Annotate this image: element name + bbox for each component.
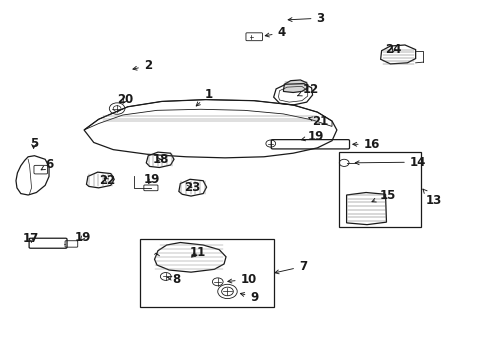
Text: 18: 18 <box>153 153 169 166</box>
Text: 2: 2 <box>133 59 152 72</box>
Text: 10: 10 <box>227 273 256 286</box>
Text: 19: 19 <box>301 130 324 143</box>
Text: 9: 9 <box>240 291 258 304</box>
Text: 24: 24 <box>385 43 401 56</box>
Text: 3: 3 <box>287 12 324 25</box>
Text: 16: 16 <box>352 138 379 151</box>
Text: 15: 15 <box>371 189 395 202</box>
Text: 8: 8 <box>167 273 181 286</box>
Text: 1: 1 <box>196 88 212 106</box>
Text: 4: 4 <box>264 26 285 39</box>
Text: 19: 19 <box>143 173 160 186</box>
Text: 23: 23 <box>183 181 200 194</box>
Text: 6: 6 <box>41 158 53 171</box>
Text: 17: 17 <box>23 232 39 245</box>
Text: 20: 20 <box>117 93 133 106</box>
Text: 19: 19 <box>74 231 90 244</box>
Text: 11: 11 <box>190 246 206 258</box>
Text: 21: 21 <box>308 114 328 127</box>
Text: 7: 7 <box>274 260 306 274</box>
Text: 13: 13 <box>422 189 441 207</box>
Text: 22: 22 <box>99 174 115 186</box>
Text: 5: 5 <box>30 137 38 150</box>
Text: 14: 14 <box>355 156 426 168</box>
Text: 12: 12 <box>297 84 319 96</box>
